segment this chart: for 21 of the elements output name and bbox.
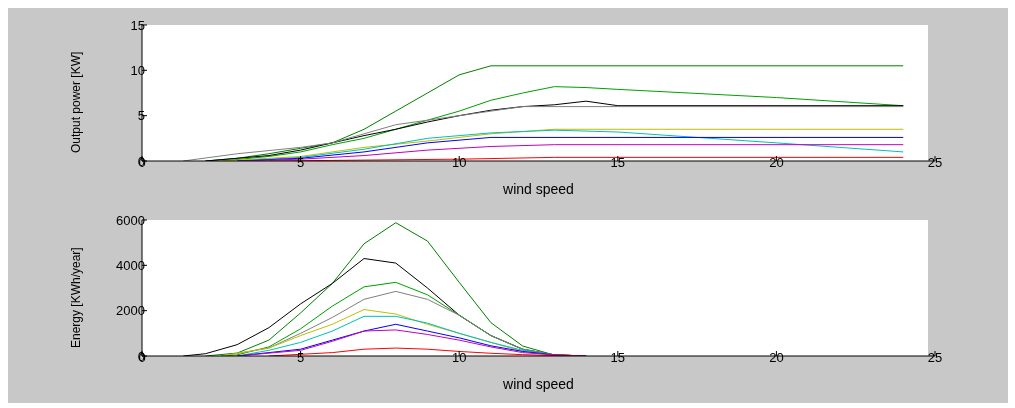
x-tick-label: 20 [769, 350, 784, 366]
y-tick-label: 5 [137, 108, 145, 124]
y-tick-label: 15 [130, 17, 145, 33]
y-axis-title: Output power [KW] [69, 51, 84, 153]
y-tick-label: 6000 [116, 212, 145, 228]
y-axis-title: Energy [KWh/year] [69, 247, 84, 348]
x-axis-title: wind speed [502, 181, 574, 197]
x-tick-label: 10 [451, 350, 467, 366]
x-tick-label: 15 [610, 350, 626, 366]
y-tick-label: 10 [130, 62, 145, 78]
x-tick-label: 10 [451, 155, 467, 171]
y-tick-label: 0 [137, 348, 145, 364]
x-tick-label: 25 [927, 155, 943, 171]
x-tick-label: 25 [927, 350, 943, 366]
x-tick-label: 15 [610, 155, 626, 171]
x-tick-label: 20 [769, 155, 784, 171]
y-tick-label: 2000 [116, 303, 145, 319]
x-tick-label: 5 [296, 350, 305, 366]
y-tick-label: 0 [137, 153, 145, 169]
x-axis-title: wind speed [502, 376, 574, 392]
y-tick-label: 4000 [116, 257, 145, 273]
